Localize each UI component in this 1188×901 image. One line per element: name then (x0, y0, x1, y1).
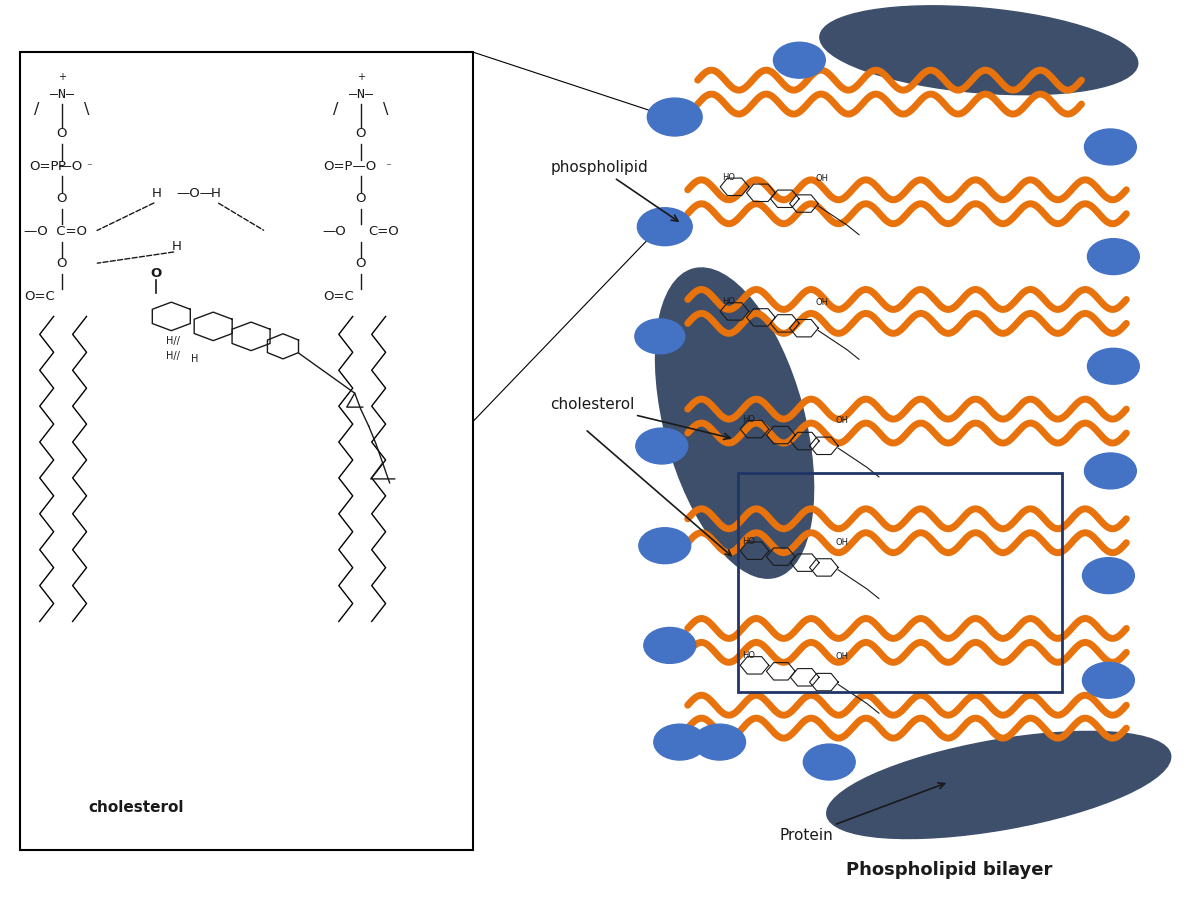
Text: /: / (333, 102, 339, 116)
Text: \: \ (383, 102, 388, 116)
Bar (20, 52, 473, 850)
Text: OH: OH (836, 416, 849, 425)
Ellipse shape (656, 268, 814, 578)
Text: P: P (58, 160, 65, 173)
Ellipse shape (827, 732, 1170, 839)
Ellipse shape (1082, 558, 1135, 594)
Text: OH: OH (816, 174, 829, 183)
Text: phospholipid: phospholipid (550, 159, 678, 221)
Text: HO: HO (742, 414, 756, 423)
Text: O: O (151, 267, 162, 280)
Ellipse shape (803, 744, 855, 780)
Text: H: H (191, 354, 198, 364)
Text: O: O (355, 192, 366, 205)
Text: —N—: —N— (349, 87, 373, 101)
Text: O=C: O=C (323, 290, 354, 303)
Ellipse shape (636, 428, 688, 464)
Text: /: / (34, 102, 39, 116)
Ellipse shape (638, 208, 693, 246)
Text: O: O (56, 192, 67, 205)
Text: +: + (58, 72, 65, 82)
Text: O=P—O: O=P—O (30, 160, 83, 173)
Ellipse shape (639, 528, 690, 564)
Ellipse shape (1085, 129, 1137, 165)
Ellipse shape (647, 98, 702, 136)
Text: —N—: —N— (50, 87, 74, 101)
Text: O=P—O: O=P—O (323, 160, 377, 173)
Text: Protein: Protein (779, 783, 944, 842)
Text: C=O: C=O (368, 225, 399, 238)
Text: O: O (56, 127, 67, 141)
Text: O: O (355, 127, 366, 141)
Text: ⁻: ⁻ (87, 162, 93, 172)
Text: H: H (151, 187, 162, 200)
Text: H: H (171, 241, 182, 253)
Text: +: + (356, 72, 365, 82)
Text: ⁻: ⁻ (386, 162, 392, 172)
Ellipse shape (1087, 349, 1139, 384)
Text: HO: HO (742, 651, 756, 660)
Text: OH: OH (836, 538, 849, 547)
Text: —O: —O (323, 225, 347, 238)
Text: OH: OH (816, 298, 829, 307)
Text: O=C: O=C (24, 290, 55, 303)
Ellipse shape (1087, 239, 1139, 275)
Text: —O  C=O: —O C=O (24, 225, 87, 238)
Text: Phospholipid bilayer: Phospholipid bilayer (846, 860, 1053, 878)
Ellipse shape (694, 724, 746, 760)
Text: cholesterol: cholesterol (550, 397, 731, 440)
Ellipse shape (653, 724, 706, 760)
Ellipse shape (820, 5, 1138, 95)
Text: \: \ (84, 102, 89, 116)
Text: cholesterol: cholesterol (89, 800, 184, 815)
Text: H//: H// (166, 336, 181, 346)
Text: HO: HO (742, 536, 756, 545)
Text: O: O (56, 257, 67, 270)
Ellipse shape (634, 319, 684, 354)
Text: —O—: —O— (176, 187, 214, 200)
Text: O: O (355, 257, 366, 270)
Text: HO: HO (722, 297, 735, 306)
Text: H: H (211, 187, 221, 200)
Text: HO: HO (722, 173, 735, 182)
Ellipse shape (773, 42, 826, 78)
Text: OH: OH (836, 652, 849, 661)
Text: H//: H// (166, 351, 181, 361)
Ellipse shape (644, 627, 696, 663)
Ellipse shape (1085, 453, 1137, 489)
Bar (738, 473, 1062, 692)
Ellipse shape (1082, 662, 1135, 698)
